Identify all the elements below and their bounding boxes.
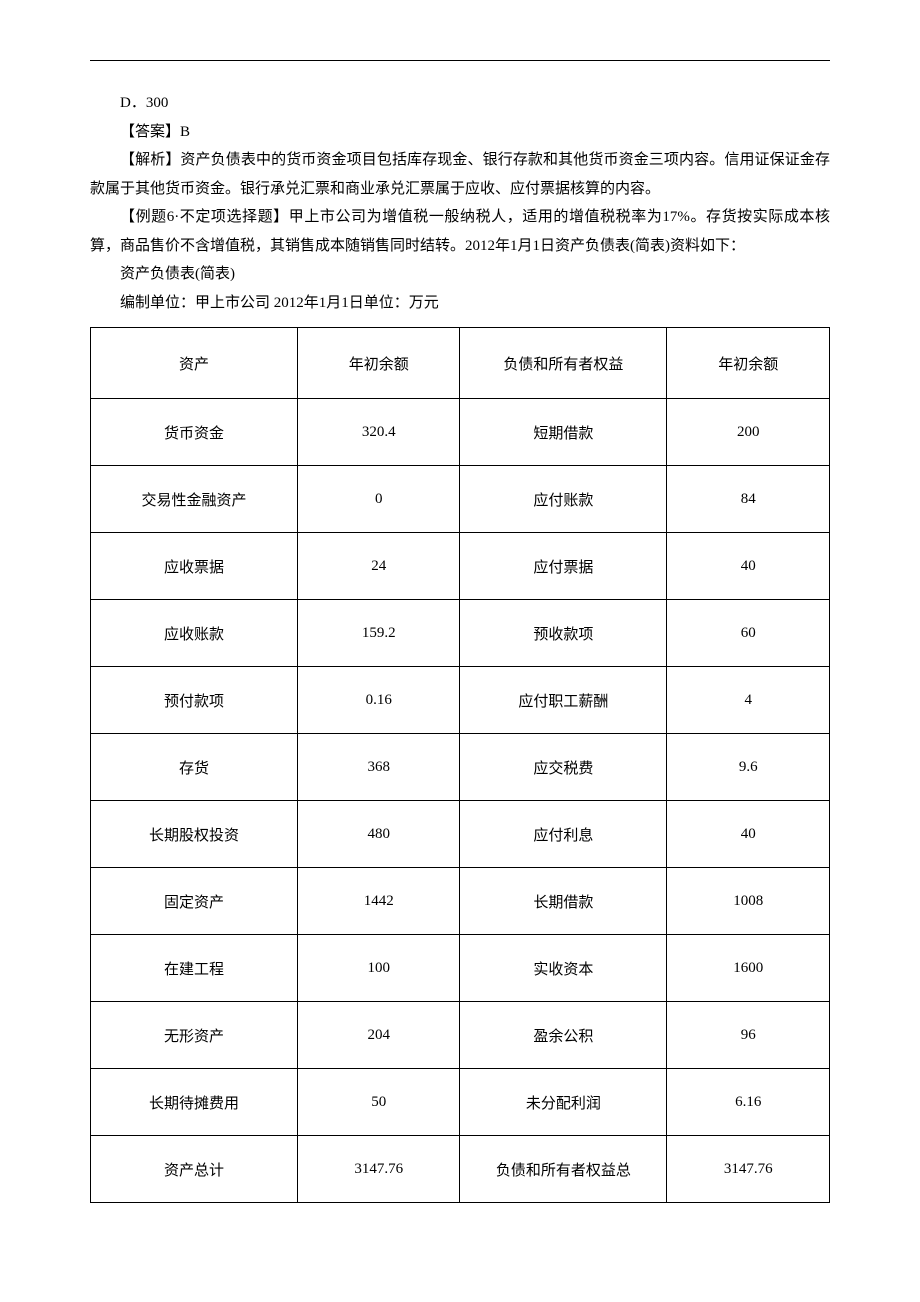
col-header-liabilities-equity: 负债和所有者权益 (460, 328, 667, 399)
cell: 预付款项 (91, 667, 298, 734)
cell: 应付票据 (460, 533, 667, 600)
cell: 长期借款 (460, 868, 667, 935)
cell: 40 (667, 801, 830, 868)
cell: 3147.76 (667, 1136, 830, 1203)
cell: 在建工程 (91, 935, 298, 1002)
cell: 货币资金 (91, 399, 298, 466)
cell: 应收账款 (91, 600, 298, 667)
cell: 159.2 (297, 600, 460, 667)
cell: 1442 (297, 868, 460, 935)
cell: 6.16 (667, 1069, 830, 1136)
cell: 204 (297, 1002, 460, 1069)
analysis-text: 【解析】资产负债表中的货币资金项目包括库存现金、银行存款和其他货币资金三项内容。… (90, 146, 830, 203)
col-header-beginning-balance-1: 年初余额 (297, 328, 460, 399)
answer-label: 【答案】B (90, 118, 830, 147)
cell: 短期借款 (460, 399, 667, 466)
balance-sheet-table: 资产 年初余额 负债和所有者权益 年初余额 货币资金320.4短期借款200 交… (90, 327, 830, 1203)
cell: 长期股权投资 (91, 801, 298, 868)
cell: 50 (297, 1069, 460, 1136)
cell: 60 (667, 600, 830, 667)
cell: 0.16 (297, 667, 460, 734)
table-header-row: 资产 年初余额 负债和所有者权益 年初余额 (91, 328, 830, 399)
cell: 预收款项 (460, 600, 667, 667)
cell: 1600 (667, 935, 830, 1002)
table-row: 长期股权投资480应付利息40 (91, 801, 830, 868)
cell: 存货 (91, 734, 298, 801)
cell: 长期待摊费用 (91, 1069, 298, 1136)
table-row: 预付款项0.16应付职工薪酬4 (91, 667, 830, 734)
cell: 40 (667, 533, 830, 600)
cell: 交易性金融资产 (91, 466, 298, 533)
cell: 应付利息 (460, 801, 667, 868)
table-row: 货币资金320.4短期借款200 (91, 399, 830, 466)
cell: 1008 (667, 868, 830, 935)
cell: 应付账款 (460, 466, 667, 533)
cell: 负债和所有者权益总 (460, 1136, 667, 1203)
table-row: 无形资产204盈余公积96 (91, 1002, 830, 1069)
cell: 盈余公积 (460, 1002, 667, 1069)
answer-option-d: D．300 (90, 89, 830, 118)
document-page: D．300 【答案】B 【解析】资产负债表中的货币资金项目包括库存现金、银行存款… (0, 0, 920, 1243)
cell: 无形资产 (91, 1002, 298, 1069)
cell: 应交税费 (460, 734, 667, 801)
table-row: 交易性金融资产0应付账款84 (91, 466, 830, 533)
table-row: 应收账款159.2预收款项60 (91, 600, 830, 667)
cell: 480 (297, 801, 460, 868)
cell: 实收资本 (460, 935, 667, 1002)
cell: 96 (667, 1002, 830, 1069)
cell: 9.6 (667, 734, 830, 801)
cell: 资产总计 (91, 1136, 298, 1203)
cell: 未分配利润 (460, 1069, 667, 1136)
table-row: 长期待摊费用50未分配利润6.16 (91, 1069, 830, 1136)
table-title: 资产负债表(简表) (90, 260, 830, 289)
cell: 3147.76 (297, 1136, 460, 1203)
table-unit-line: 编制单位：甲上市公司 2012年1月1日单位：万元 (90, 289, 830, 318)
table-body: 货币资金320.4短期借款200 交易性金融资产0应付账款84 应收票据24应付… (91, 399, 830, 1203)
cell: 固定资产 (91, 868, 298, 935)
table-row: 固定资产1442长期借款1008 (91, 868, 830, 935)
cell: 84 (667, 466, 830, 533)
table-row: 应收票据24应付票据40 (91, 533, 830, 600)
col-header-beginning-balance-2: 年初余额 (667, 328, 830, 399)
cell: 应收票据 (91, 533, 298, 600)
cell: 320.4 (297, 399, 460, 466)
cell: 0 (297, 466, 460, 533)
cell: 200 (667, 399, 830, 466)
cell: 100 (297, 935, 460, 1002)
table-row: 存货368应交税费9.6 (91, 734, 830, 801)
table-row: 在建工程100实收资本1600 (91, 935, 830, 1002)
cell: 应付职工薪酬 (460, 667, 667, 734)
question6-text: 【例题6·不定项选择题】甲上市公司为增值税一般纳税人，适用的增值税税率为17%。… (90, 203, 830, 260)
table-row-total: 资产总计3147.76负债和所有者权益总3147.76 (91, 1136, 830, 1203)
cell: 24 (297, 533, 460, 600)
top-divider (90, 60, 830, 61)
cell: 368 (297, 734, 460, 801)
col-header-assets: 资产 (91, 328, 298, 399)
cell: 4 (667, 667, 830, 734)
